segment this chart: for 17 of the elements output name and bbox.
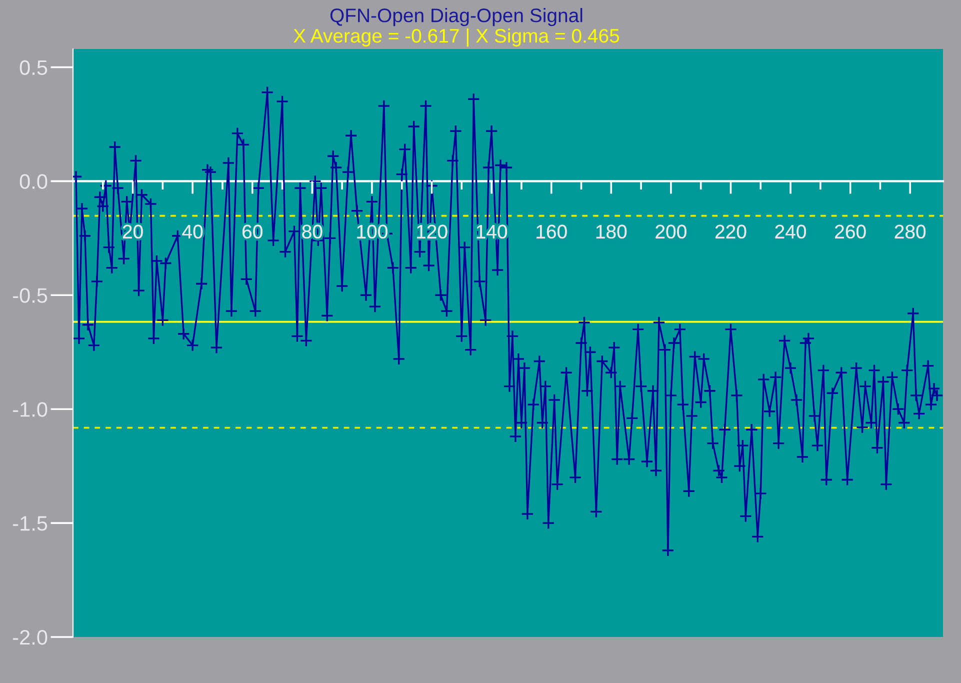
x-tick-label: 20 — [122, 224, 143, 239]
y-tick-label: -0.5 — [13, 288, 48, 303]
x-tick-label: 280 — [894, 224, 926, 239]
y-tick-label: -1.0 — [13, 402, 48, 417]
y-tick-label: -2.0 — [13, 630, 48, 645]
x-tick-label: 40 — [182, 224, 203, 239]
x-tick-label: 200 — [656, 224, 686, 239]
y-tick-label: -1.5 — [13, 516, 48, 531]
y-tick-label: 0.0 — [20, 174, 48, 189]
x-tick-label: 220 — [715, 224, 746, 239]
chart-title: QFN-Open Diag-Open Signal — [330, 8, 582, 26]
chart-subtitle: X Average = -0.617 | X Sigma = 0.465 — [294, 28, 620, 47]
x-tick-label: 180 — [596, 224, 627, 239]
y-tick-label: 0.5 — [20, 60, 48, 75]
x-tick-label: 260 — [835, 224, 866, 239]
x-tick-label: 240 — [775, 224, 806, 239]
x-tick-label: 160 — [536, 224, 567, 239]
